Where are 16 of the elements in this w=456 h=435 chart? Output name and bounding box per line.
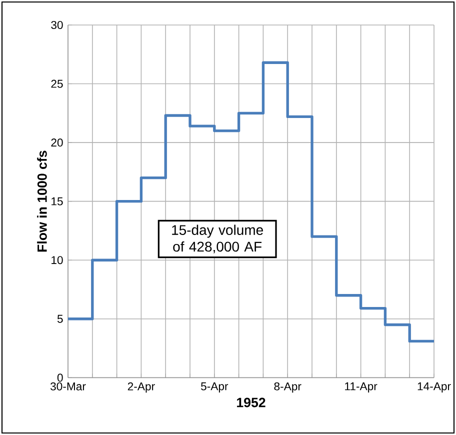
y-tick-label: 0: [57, 374, 63, 382]
x-tick-label: 30-Mar: [50, 382, 86, 390]
x-tick-label: 11-Apr: [345, 382, 378, 393]
x-tick-label: 2-Apr: [128, 382, 155, 393]
x-axis-title: 1952: [237, 398, 266, 408]
x-tick-label: 5-Apr: [201, 382, 228, 393]
x-tick-label: 8-Apr: [274, 382, 302, 393]
y-tick-label: 25: [51, 80, 63, 88]
x-tick-label: 14-Apr: [418, 382, 451, 393]
y-axis-title: Flow in 1000 cfs: [37, 150, 47, 252]
y-tick-label: 30: [51, 20, 63, 30]
annotation: 15-day volume of 428,000 AF: [172, 224, 263, 254]
y-tick-label: 20: [51, 138, 63, 147]
y-tick-label: 5: [57, 314, 63, 323]
y-tick-label: 10: [52, 256, 63, 264]
y-tick-label: 15: [52, 197, 63, 206]
